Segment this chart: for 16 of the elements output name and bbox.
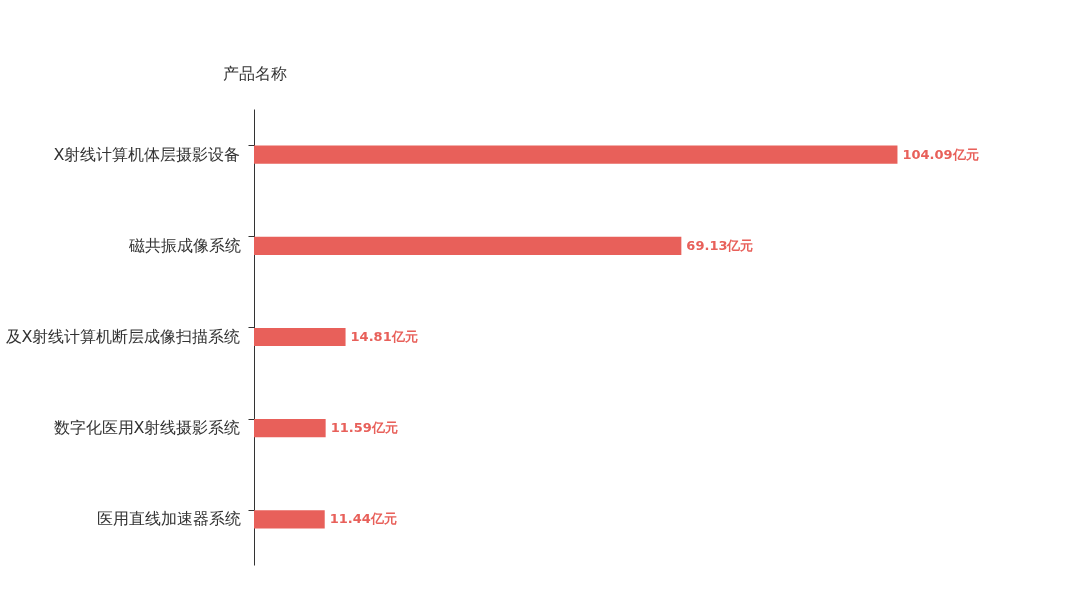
data-label: 11.59亿元 [330, 420, 398, 436]
bar [254, 510, 325, 529]
data-label: 69.13亿元 [686, 237, 754, 253]
data-label: 14.81亿元 [350, 329, 418, 344]
y-tick-label: X射线计算机体层摄影设备 [53, 144, 241, 164]
y-tick-label: 磁共振成像系统 [127, 235, 241, 255]
bar [254, 236, 682, 255]
data-label: 11.44亿元 [329, 511, 397, 527]
y-tick-label: 医用直线加速器系统 [96, 509, 241, 529]
data-label: 104.09亿元 [902, 146, 979, 162]
bar [254, 145, 898, 164]
bar [254, 419, 326, 438]
bar [254, 327, 346, 347]
y-tick-label: 及X射线计算机断层成像扫描系统 [5, 327, 241, 346]
y-axis-title: 产品名称 [222, 63, 287, 83]
y-tick-label: 数字化医用X射线摄影系统 [53, 418, 241, 438]
